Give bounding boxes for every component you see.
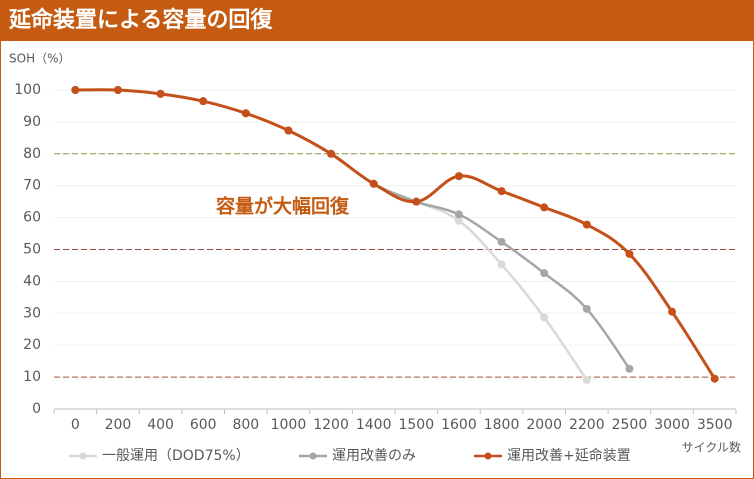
data-point — [241, 109, 250, 118]
y-tick-label: 90 — [23, 114, 41, 130]
data-point — [284, 126, 293, 135]
data-point — [668, 307, 677, 316]
x-axis-label: サイクル数 — [682, 440, 741, 455]
data-point — [454, 216, 463, 225]
x-tick-label: 400 — [147, 417, 174, 433]
series-line — [75, 88, 716, 380]
data-point — [582, 375, 591, 384]
x-tick-label: 3000 — [654, 417, 690, 433]
data-point — [497, 260, 506, 269]
legend-marker — [484, 452, 492, 460]
x-tick-label: 1800 — [484, 417, 520, 433]
y-tick-label: 50 — [23, 242, 41, 258]
annotation: 容量が大幅回復 — [216, 195, 350, 218]
legend-marker — [309, 452, 317, 460]
series-line — [75, 88, 631, 370]
data-point — [625, 364, 634, 373]
data-point — [497, 187, 506, 196]
data-point — [625, 249, 634, 258]
data-point — [454, 210, 463, 219]
y-tick-label: 40 — [23, 273, 41, 289]
x-tick-label: 0 — [71, 417, 80, 433]
x-tick-label: 2000 — [526, 417, 562, 433]
x-tick-label: 1500 — [398, 417, 434, 433]
y-tick-label: 80 — [23, 146, 41, 162]
data-point — [369, 179, 378, 188]
data-point — [540, 313, 549, 322]
y-tick-label: 70 — [23, 178, 41, 194]
legend-label: 運用改善+延命装置 — [507, 447, 631, 464]
legend-label: 運用改善のみ — [332, 448, 416, 464]
y-tick-label: 30 — [23, 305, 41, 321]
data-point — [582, 304, 591, 313]
data-point — [540, 269, 549, 278]
data-point — [113, 86, 122, 94]
y-tick-label: 0 — [32, 401, 41, 417]
x-tick-label: 3500 — [697, 417, 733, 433]
data-point — [540, 203, 549, 212]
data-point — [412, 197, 421, 206]
data-point — [327, 149, 336, 158]
y-axis-label: SOH（%） — [9, 52, 71, 66]
data-point — [497, 237, 506, 246]
data-point — [71, 86, 80, 94]
x-tick-label: 600 — [190, 417, 217, 433]
data-point — [582, 220, 591, 229]
y-tick-label: 20 — [23, 337, 41, 353]
x-tick-label: 2500 — [612, 417, 648, 433]
data-point — [710, 374, 719, 383]
y-tick-label: 100 — [14, 82, 41, 98]
data-point — [199, 97, 208, 106]
data-point — [156, 89, 165, 98]
x-tick-label: 200 — [105, 417, 132, 433]
series-line — [75, 88, 588, 381]
legend-marker — [79, 452, 87, 460]
x-tick-label: 800 — [232, 417, 259, 433]
chart-title: 延命装置による容量の回復 — [1, 1, 753, 41]
y-tick-label: 60 — [23, 210, 41, 226]
x-tick-label: 1000 — [271, 417, 307, 433]
x-tick-label: 1200 — [313, 417, 349, 433]
x-tick-label: 1400 — [356, 417, 392, 433]
x-tick-label: 1600 — [441, 417, 477, 433]
y-tick-label: 10 — [23, 369, 41, 385]
x-tick-label: 2200 — [569, 417, 605, 433]
legend-label: 一般運用（DOD75%） — [102, 448, 250, 464]
data-point — [454, 172, 463, 181]
